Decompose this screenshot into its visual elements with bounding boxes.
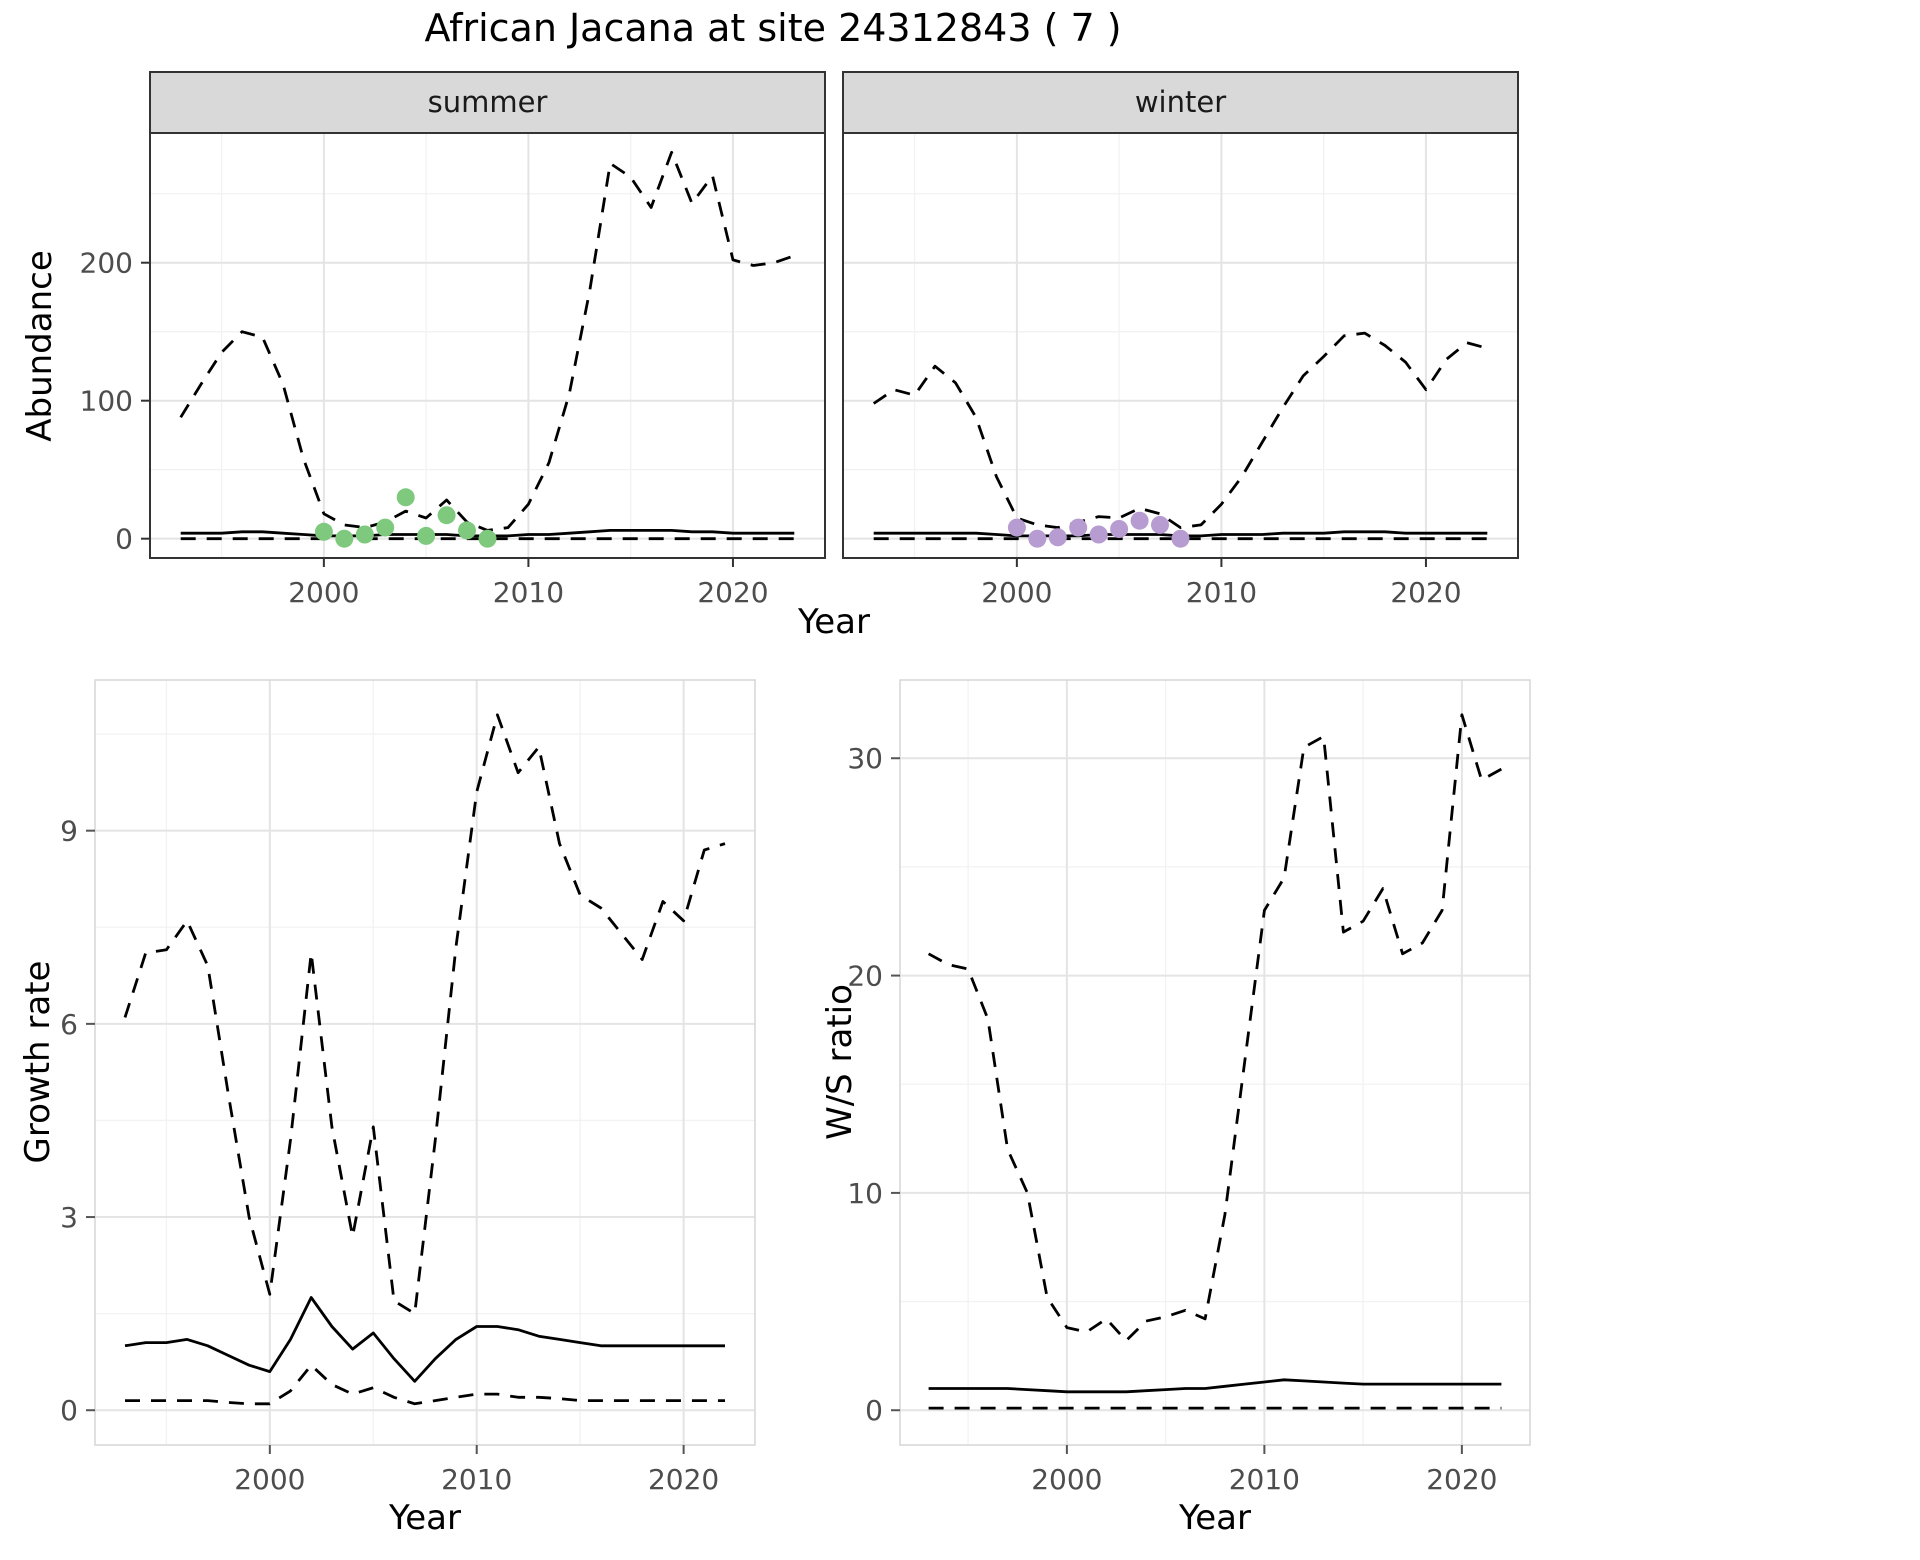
y-tick-label: 0 [115,523,133,556]
series-median [124,1296,725,1383]
panel-growth-rate: 2000 2010 2020 0 3 6 9 [60,679,756,1496]
y-tick-label: 0 [60,1394,78,1427]
observed-count-point [1089,525,1108,544]
panel-abundance-winter: 2000 2010 2020 [842,71,1519,609]
series-upper-ci [872,331,1488,529]
y-tick-label: 6 [60,1008,78,1041]
y-tick-label: 0 [865,1394,883,1427]
observed-count-point [1028,529,1047,548]
x-tick-label: 2000 [288,576,359,609]
series-median [928,1378,1502,1394]
observed-count-point [396,488,415,507]
observed-count-point [437,506,456,525]
panel-abundance-summer: 2000 2010 2020 0 100 200 [80,71,826,609]
y-tick-label: 30 [847,742,883,775]
y-tick-label: 20 [847,960,883,993]
panel-background [95,680,755,1445]
observed-count-point [417,526,436,545]
facet-strip [149,71,826,134]
x-tick-label: 2010 [1186,576,1257,609]
y-tick-label: 100 [80,385,133,418]
panel-background [150,133,825,558]
observed-count-point [1048,528,1067,547]
y-tick-label: 10 [847,1177,883,1210]
panel-border [899,679,1531,1446]
facet-strip [842,71,1519,134]
x-tick-label: 2020 [648,1463,719,1496]
x-tick-label: 2000 [234,1463,305,1496]
figure-title: African Jacana at site 24312843 ( 7 ) [424,6,1122,50]
growth-rate-axis-label: Growth rate [18,960,58,1164]
observed-count-point [314,522,333,541]
x-tick-label: 2020 [697,576,768,609]
series-upper-ci [123,713,726,1315]
panel-ws-ratio: 2000 2010 2020 0 10 20 30 [847,679,1531,1496]
observed-count-point [458,521,476,540]
panel-background [900,680,1530,1445]
series-upper-ci [927,713,1503,1343]
top-year-axis-label: Year [798,602,870,642]
observed-count-point [478,529,497,548]
growth-year-axis-label: Year [389,1498,461,1538]
y-tick-label: 9 [60,815,78,848]
observed-count-point [1130,511,1149,530]
x-tick-label: 2020 [1390,576,1461,609]
observed-count-point [355,525,374,544]
series-lower-ci [125,1363,725,1406]
x-tick-label: 2020 [1426,1463,1497,1496]
observed-count-point [1171,529,1190,548]
observed-count-point [376,518,395,537]
x-tick-label: 2000 [1031,1463,1102,1496]
observed-count-point [1007,518,1026,537]
x-tick-label: 2000 [981,576,1052,609]
panel-border [94,679,756,1446]
abundance-axis-label: Abundance [20,250,60,442]
x-tick-label: 2010 [441,1463,512,1496]
y-tick-label: 200 [80,247,133,280]
observed-count-point [1151,515,1169,534]
x-tick-label: 2010 [493,576,564,609]
panel-background [843,133,1518,558]
observed-count-point [1110,520,1129,538]
facet-label-winter: winter [1134,85,1227,119]
observed-count-point [335,529,354,548]
x-tick-label: 2010 [1229,1463,1300,1496]
ws-year-axis-label: Year [1179,1498,1251,1538]
observed-count-point [1069,518,1088,537]
ws-ratio-axis-label: W/S ratio [820,984,860,1140]
facet-label-summer: summer [427,85,548,119]
y-tick-label: 3 [60,1201,78,1234]
